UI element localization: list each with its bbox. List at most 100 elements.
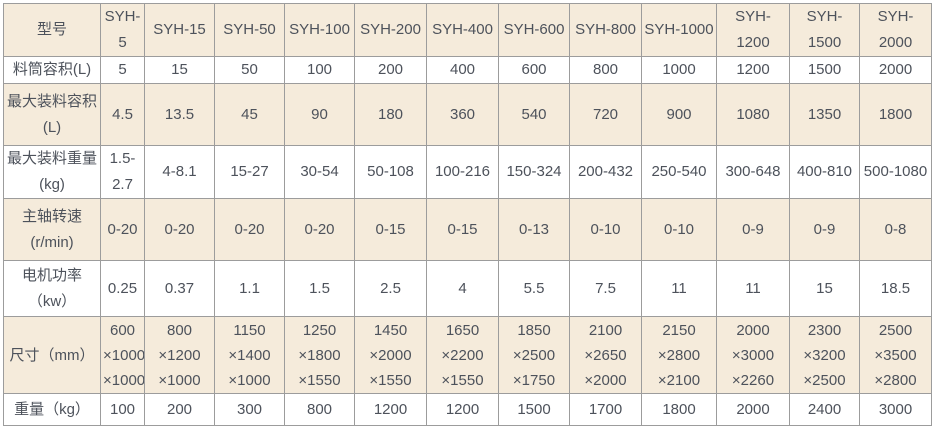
page: 型号 SYH-5 SYH-15 SYH-50 SYH-100 SYH-200 SYH-400… — [3, 3, 932, 426]
value-cell: 1700 — [569, 393, 642, 426]
corner-label-cell: 型号 — [3, 3, 101, 57]
table-row: 主轴转速 (r/min) 0-20 0-20 0-20 0-20 0-15 0-15 0-13… — [3, 198, 932, 261]
value-cell: 0.25 — [100, 260, 145, 317]
value-cell: 2400 — [789, 393, 860, 426]
value-cell: 300-648 — [716, 145, 790, 199]
value-cell: 13.5 — [144, 83, 215, 146]
value-cell: 800 — [569, 56, 642, 84]
value-cell: 100-216 — [426, 145, 499, 199]
value-cell: 2300 ×3200 ×2500 — [789, 316, 860, 394]
spec-table: 型号 SYH-5 SYH-15 SYH-50 SYH-100 SYH-200 SYH-400… — [3, 3, 932, 426]
value-cell: 0.37 — [144, 260, 215, 317]
value-cell: 200 — [144, 393, 215, 426]
value-cell: 45 — [214, 83, 285, 146]
value-cell: 7.5 — [569, 260, 642, 317]
value-cell: 600 ×1000 ×1000 — [100, 316, 145, 394]
value-cell: 100 — [284, 56, 355, 84]
value-cell: 0-9 — [789, 198, 860, 261]
value-cell: 180 — [354, 83, 427, 146]
value-cell: 2150 ×2800 ×2100 — [641, 316, 717, 394]
value-cell: 11 — [716, 260, 790, 317]
table-row: 尺寸（mm） 600 ×1000 ×1000 800 ×1200 ×1000 1150… — [3, 316, 932, 394]
value-cell: 15-27 — [214, 145, 285, 199]
value-cell: 600 — [498, 56, 570, 84]
value-cell: 1350 — [789, 83, 860, 146]
row-label-cell: 主轴转速 (r/min) — [3, 198, 101, 261]
value-cell: 1500 — [789, 56, 860, 84]
value-cell: 2.5 — [354, 260, 427, 317]
spec-table-body: 型号 SYH-5 SYH-15 SYH-50 SYH-100 SYH-200 SYH-400… — [3, 3, 932, 426]
value-cell: 100 — [100, 393, 145, 426]
value-cell: 1080 — [716, 83, 790, 146]
value-cell: 2000 ×3000 ×2260 — [716, 316, 790, 394]
model-header-cell: SYH-1000 — [641, 3, 717, 57]
value-cell: 1.1 — [214, 260, 285, 317]
value-cell: 3000 — [859, 393, 932, 426]
value-cell: 4 — [426, 260, 499, 317]
value-cell: 0-15 — [354, 198, 427, 261]
model-header-cell: SYH-15 — [144, 3, 215, 57]
value-cell: 1000 — [641, 56, 717, 84]
model-header-cell: SYH-5 — [100, 3, 145, 57]
value-cell: 15 — [789, 260, 860, 317]
row-label-cell: 最大装料容积 (L) — [3, 83, 101, 146]
value-cell: 720 — [569, 83, 642, 146]
value-cell: 1200 — [716, 56, 790, 84]
model-header-cell: SYH-100 — [284, 3, 355, 57]
value-cell: 2000 — [859, 56, 932, 84]
value-cell: 900 — [641, 83, 717, 146]
value-cell: 11 — [641, 260, 717, 317]
value-cell: 0-20 — [214, 198, 285, 261]
value-cell: 500-1080 — [859, 145, 932, 199]
value-cell: 1800 — [859, 83, 932, 146]
row-label-cell: 电机功率 （kw） — [3, 260, 101, 317]
value-cell: 800 — [284, 393, 355, 426]
value-cell: 360 — [426, 83, 499, 146]
value-cell: 250-540 — [641, 145, 717, 199]
value-cell: 1800 — [641, 393, 717, 426]
value-cell: 2500 ×3500 ×2800 — [859, 316, 932, 394]
row-label-cell: 重量（kg） — [3, 393, 101, 426]
value-cell: 1150 ×1400 ×1000 — [214, 316, 285, 394]
model-header-cell: SYH-50 — [214, 3, 285, 57]
model-header-cell: SYH-1200 — [716, 3, 790, 57]
value-cell: 5.5 — [498, 260, 570, 317]
value-cell: 0-20 — [144, 198, 215, 261]
value-cell: 50 — [214, 56, 285, 84]
value-cell: 540 — [498, 83, 570, 146]
row-label-cell: 料筒容积(L) — [3, 56, 101, 84]
value-cell: 0-10 — [569, 198, 642, 261]
value-cell: 1200 — [426, 393, 499, 426]
value-cell: 1250 ×1800 ×1550 — [284, 316, 355, 394]
value-cell: 5 — [100, 56, 145, 84]
value-cell: 2000 — [716, 393, 790, 426]
model-header-cell: SYH-1500 — [789, 3, 860, 57]
value-cell: 4-8.1 — [144, 145, 215, 199]
value-cell: 800 ×1200 ×1000 — [144, 316, 215, 394]
value-cell: 1.5- 2.7 — [100, 145, 145, 199]
value-cell: 0-9 — [716, 198, 790, 261]
table-row: 料筒容积(L) 5 15 50 100 200 400 600 800 1000 1200 1500 2… — [3, 56, 932, 84]
value-cell: 0-10 — [641, 198, 717, 261]
value-cell: 1650 ×2200 ×1550 — [426, 316, 499, 394]
header-row: 型号 SYH-5 SYH-15 SYH-50 SYH-100 SYH-200 SYH-400… — [3, 3, 932, 57]
value-cell: 0-15 — [426, 198, 499, 261]
value-cell: 18.5 — [859, 260, 932, 317]
model-header-cell: SYH-800 — [569, 3, 642, 57]
table-row: 重量（kg） 100 200 300 800 1200 1200 1500 1700 1800 20… — [3, 393, 932, 426]
value-cell: 0-20 — [284, 198, 355, 261]
model-header-cell: SYH-400 — [426, 3, 499, 57]
model-header-cell: SYH-200 — [354, 3, 427, 57]
table-row: 电机功率 （kw） 0.25 0.37 1.1 1.5 2.5 4 5.5 7.5 11 11 15 1… — [3, 260, 932, 317]
row-label-cell: 最大装料重量 (kg) — [3, 145, 101, 199]
value-cell: 400-810 — [789, 145, 860, 199]
value-cell: 1450 ×2000 ×1550 — [354, 316, 427, 394]
value-cell: 400 — [426, 56, 499, 84]
value-cell: 50-108 — [354, 145, 427, 199]
value-cell: 200 — [354, 56, 427, 84]
value-cell: 1850 ×2500 ×1750 — [498, 316, 570, 394]
value-cell: 30-54 — [284, 145, 355, 199]
value-cell: 150-324 — [498, 145, 570, 199]
model-header-cell: SYH-600 — [498, 3, 570, 57]
value-cell: 1200 — [354, 393, 427, 426]
